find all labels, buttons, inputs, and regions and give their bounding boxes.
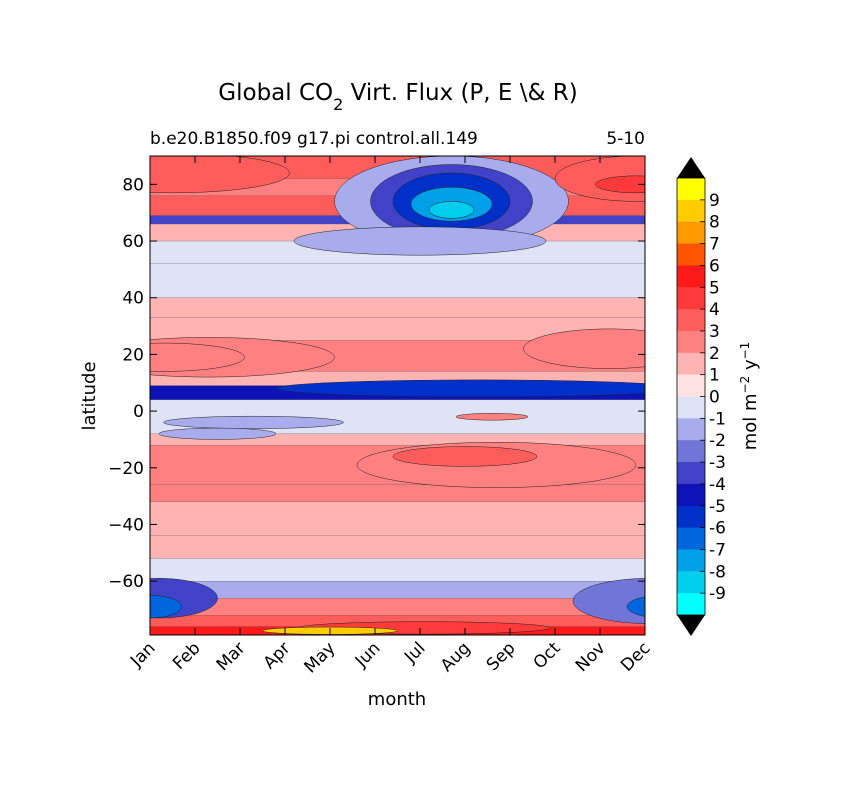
x-tick-label: Sep <box>483 638 520 675</box>
colorbar-tick-label: 0 <box>709 388 720 408</box>
latitude-band <box>150 297 645 319</box>
contour-blob <box>392 446 538 467</box>
colorbar-swatch <box>677 505 705 528</box>
latitude-band <box>150 580 645 599</box>
colorbar-label: mol m−2 y−1 <box>738 342 761 451</box>
y-tick-label: 40 <box>122 289 144 309</box>
colorbar-swatch <box>677 593 705 616</box>
y-tick-label: 0 <box>133 402 144 422</box>
colorbar-swatch <box>677 199 705 223</box>
colorbar-tick-label: 7 <box>709 235 720 255</box>
contour-features <box>150 156 645 635</box>
latitude-band <box>150 558 645 582</box>
colorbar-swatch <box>677 440 705 463</box>
contour-blob <box>150 595 182 619</box>
colorbar-tick-label: -7 <box>709 540 726 560</box>
contour-blob <box>293 226 547 256</box>
y-axis-label: latitude <box>79 361 100 430</box>
colorbar-swatch <box>677 396 705 419</box>
colorbar-tick-label: -3 <box>709 453 726 473</box>
colorbar-swatch <box>677 243 705 266</box>
colorbar-swatch <box>677 374 705 397</box>
y-axis: 80 60 40 20 0 −20 −40 −60 <box>108 175 645 592</box>
chart-title: Global CO2 Virt. Flux (P, E \& R) <box>218 80 577 114</box>
latitude-band <box>150 263 645 299</box>
contour-blob <box>275 379 645 398</box>
x-tick-label: Oct <box>530 638 565 673</box>
chart-subtitle-left: b.e20.B1850.f09 g17.pi control.all.149 <box>150 129 478 149</box>
latitude-band <box>150 598 645 616</box>
colorbar-tick-label: -2 <box>709 431 726 451</box>
x-tick-label: Jul <box>400 638 429 667</box>
colorbar-swatch <box>677 527 705 550</box>
contour-blob <box>595 175 645 194</box>
colorbar-tick-label: -9 <box>709 584 726 604</box>
contour-blob <box>163 415 344 429</box>
y-tick-label: −40 <box>108 515 144 535</box>
contour-blob <box>523 328 645 369</box>
colorbar-tick-label: 9 <box>709 191 720 211</box>
contour-blob <box>626 596 645 617</box>
x-axis-label: month <box>368 689 426 710</box>
y-tick-label: −20 <box>108 459 144 479</box>
colorbar-swatch <box>677 287 705 310</box>
colorbar-tick-label: -8 <box>709 562 726 582</box>
x-tick-label: May <box>301 638 340 677</box>
colorbar-swatch <box>677 352 705 376</box>
x-tick-label: Aug <box>437 638 475 676</box>
colorbar-tick-label: 1 <box>709 366 720 386</box>
x-tick-label: Apr <box>260 638 295 673</box>
colorbar-swatch <box>677 549 705 572</box>
plot-frame <box>149 155 646 636</box>
colorbar-tick-label: -5 <box>709 497 726 517</box>
latitude-band <box>150 484 645 503</box>
chart-subtitle-right: 5-10 <box>606 129 645 149</box>
colorbar-over-arrow <box>677 157 705 178</box>
y-tick-label: 20 <box>122 345 144 365</box>
colorbar-swatch <box>677 178 705 201</box>
y-tick-label: 80 <box>122 175 144 195</box>
x-tick-label: Jan <box>126 638 159 671</box>
y-tick-label: −60 <box>108 572 144 592</box>
latitude-band <box>150 535 645 560</box>
colorbar-swatch <box>677 265 705 288</box>
contour-blob <box>158 427 277 440</box>
colorbar-tick-label: -4 <box>709 475 726 495</box>
x-tick-label: Feb <box>169 638 204 673</box>
colorbar-tick-label: 4 <box>709 300 720 320</box>
contour-blob <box>428 201 475 219</box>
colorbar-tick-label: 6 <box>709 256 720 276</box>
x-tick-label: Mar <box>213 638 250 675</box>
colorbar-under-arrow <box>677 615 705 636</box>
colorbar-tick-label: 5 <box>709 278 720 298</box>
latitude-band <box>150 501 645 537</box>
colorbar-swatch <box>677 221 705 244</box>
colorbar-swatch <box>677 309 705 332</box>
x-tick-label: Dec <box>617 638 654 675</box>
colorbar-tick-label: -1 <box>709 409 726 429</box>
colorbar-swatch <box>677 418 705 441</box>
colorbar-swatch <box>677 483 705 507</box>
contour-blob <box>150 156 290 194</box>
colorbar-swatch <box>677 571 705 594</box>
colorbar-swatch <box>677 330 705 354</box>
colorbar-tick-label: -6 <box>709 519 726 539</box>
x-tick-label: Jun <box>351 638 385 672</box>
colorbar-swatch <box>677 462 705 485</box>
y-tick-label: 60 <box>122 232 144 252</box>
contour-blob <box>150 342 245 372</box>
plot-area <box>150 156 645 635</box>
contour-blob <box>455 413 529 421</box>
colorbar-tick-label: 3 <box>709 322 720 342</box>
contour-blob <box>572 578 645 624</box>
x-tick-label: Nov <box>572 638 610 676</box>
colorbar-tick-label: 8 <box>709 213 720 233</box>
colorbar-tick-label: 2 <box>709 344 720 364</box>
